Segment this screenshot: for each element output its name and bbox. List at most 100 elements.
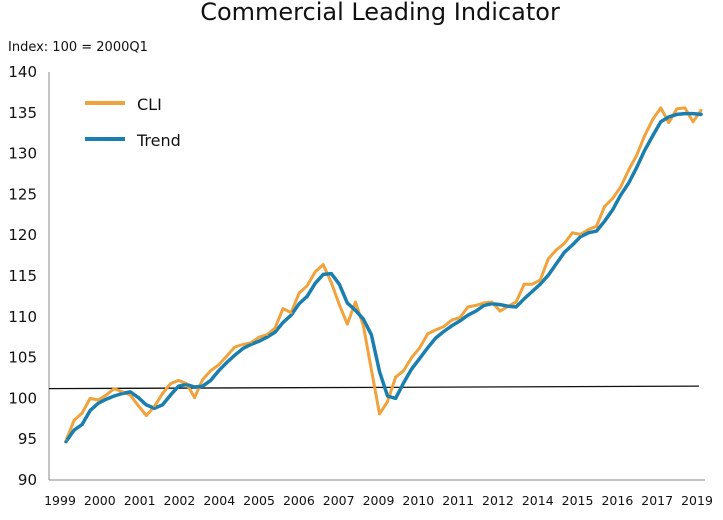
data-point (313, 281, 317, 285)
data-point (466, 313, 470, 317)
data-point (136, 404, 140, 408)
data-point (80, 423, 84, 426)
x-tick-label: 2005 (243, 493, 275, 508)
data-point (136, 396, 140, 399)
y-tick-label: 100 (8, 389, 37, 407)
data-point (603, 205, 606, 209)
y-tick-label: 125 (8, 185, 37, 203)
data-point (554, 248, 558, 252)
data-point (161, 403, 164, 407)
data-point (699, 108, 703, 112)
data-point (80, 411, 84, 415)
y-tick-label: 140 (8, 63, 37, 81)
data-point (386, 394, 389, 398)
data-point (546, 257, 550, 261)
data-point (177, 384, 180, 388)
data-point (321, 263, 325, 266)
data-point (209, 379, 213, 382)
data-point (627, 181, 631, 185)
data-point (595, 224, 598, 228)
data-point (522, 297, 526, 301)
data-point (570, 231, 574, 235)
data-point (394, 375, 397, 379)
data-point (289, 311, 293, 315)
data-point (651, 134, 655, 138)
data-point (161, 392, 164, 395)
data-point (370, 368, 373, 372)
x-tick-label: 1999 (44, 493, 76, 508)
data-point (546, 273, 550, 277)
y-tick-label: 130 (8, 145, 37, 163)
legend: CLI Trend (85, 95, 181, 150)
data-point (570, 243, 574, 247)
data-point (522, 282, 526, 286)
data-point (241, 343, 245, 346)
data-point (554, 262, 558, 266)
data-point (297, 291, 301, 295)
x-tick-label: 2009 (363, 493, 395, 508)
data-point (201, 378, 205, 382)
data-point (128, 393, 132, 397)
data-point (402, 369, 405, 373)
data-point (683, 112, 687, 116)
data-point (627, 168, 631, 172)
data-point (498, 303, 502, 306)
data-point (362, 317, 365, 321)
data-point (144, 414, 148, 417)
data-point (675, 113, 679, 116)
data-point (659, 106, 663, 110)
data-point (675, 107, 679, 111)
data-point (201, 384, 205, 388)
x-tick-label: 2012 (482, 493, 514, 508)
x-tick-label: 2000 (84, 493, 116, 508)
data-point (378, 412, 381, 416)
data-point (64, 440, 68, 444)
data-point (538, 282, 542, 286)
data-point (265, 333, 269, 337)
data-point (514, 305, 518, 309)
data-point (635, 166, 639, 169)
data-point (667, 115, 671, 119)
series-line-cli (64, 106, 703, 443)
data-point (169, 393, 172, 397)
data-point (378, 370, 381, 373)
data-point (96, 401, 100, 405)
data-point (257, 335, 261, 339)
y-tick-label: 95 (18, 430, 37, 448)
data-point (619, 193, 623, 197)
data-point (88, 397, 92, 400)
y-tick-label: 90 (18, 471, 37, 489)
data-point (257, 339, 261, 343)
data-point (538, 278, 542, 282)
y-tick-label: 110 (8, 308, 37, 326)
data-point (345, 322, 349, 326)
data-point (562, 241, 566, 245)
data-point (530, 282, 534, 286)
data-point (225, 361, 229, 364)
data-point (426, 332, 430, 336)
data-point (643, 134, 647, 138)
data-point (104, 397, 108, 401)
data-point (88, 409, 92, 413)
data-point (482, 303, 486, 307)
data-point (120, 392, 124, 395)
data-point (321, 272, 325, 276)
data-point (289, 313, 293, 317)
x-tick-label: 2016 (601, 493, 633, 508)
data-point (691, 112, 695, 116)
data-point (458, 316, 462, 320)
data-point (434, 336, 438, 340)
data-point (442, 330, 446, 333)
data-point (699, 113, 703, 116)
data-point (313, 270, 317, 274)
data-point (691, 120, 695, 124)
legend-label-cli: CLI (137, 95, 162, 114)
data-point (386, 400, 389, 404)
data-point (96, 398, 100, 402)
data-point (418, 346, 422, 350)
data-point (643, 148, 647, 152)
data-point (112, 387, 116, 391)
data-point (587, 231, 590, 235)
data-point (402, 381, 405, 385)
data-point (514, 300, 518, 304)
